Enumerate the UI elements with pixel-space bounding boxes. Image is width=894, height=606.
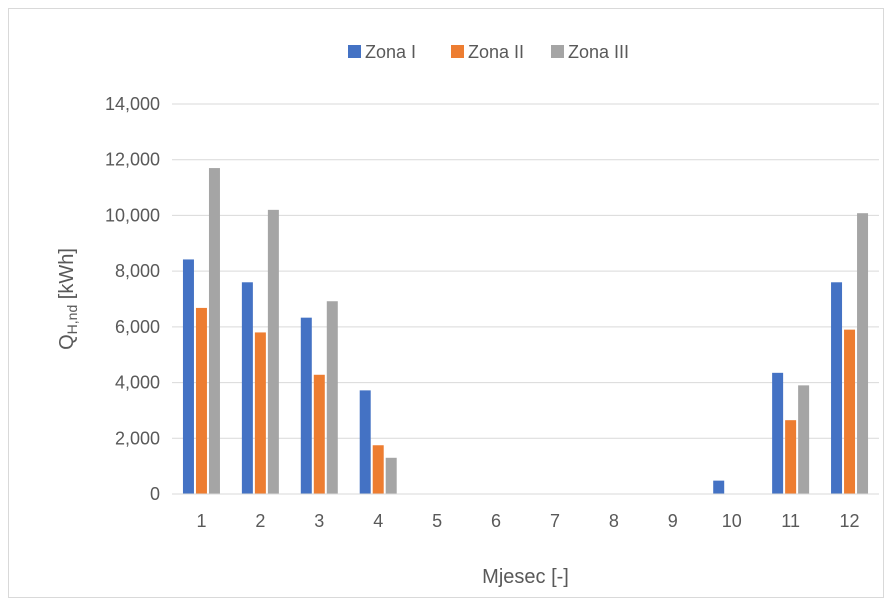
x-tick-label: 3: [314, 511, 324, 531]
gridlines: [172, 103, 879, 439]
legend-swatch: [551, 45, 564, 58]
legend: Zona I Zona II Zona III: [348, 42, 629, 62]
y-tick-label: 10,000: [105, 205, 160, 225]
y-tick-label: 0: [150, 484, 160, 504]
y-tick-label: 12,000: [105, 150, 160, 170]
y-axis-title-subscript: H,nd: [64, 305, 80, 335]
bar: [798, 385, 810, 494]
bar: [313, 374, 325, 494]
x-axis-title: Mjesec [-]: [482, 566, 569, 588]
bar: [195, 307, 207, 494]
y-axis-title-main: Q: [56, 334, 78, 350]
x-tick-label: 8: [609, 511, 619, 531]
x-tick-label: 4: [373, 511, 383, 531]
x-tick-label: 6: [491, 511, 501, 531]
bar: [372, 445, 384, 494]
y-axis-title-unit: [kWh]: [56, 248, 78, 305]
x-tick-label: 10: [722, 511, 742, 531]
legend-swatch: [348, 45, 361, 58]
x-tick-label: 5: [432, 511, 442, 531]
x-tick-label: 9: [668, 511, 678, 531]
bar: [254, 332, 266, 494]
bar: [772, 372, 784, 494]
y-tick-label: 8,000: [115, 261, 160, 281]
y-axis-ticks: 0 2,000 4,000 6,000 8,000 10,000 12,000 14,000: [105, 94, 160, 504]
legend-label: Zona III: [568, 42, 629, 62]
x-axis-ticks: 1 2 3 4 5 6 7 8 9 10 11 12: [196, 511, 859, 531]
legend-label: Zona I: [365, 42, 416, 62]
bar: [359, 390, 371, 494]
bar: [844, 329, 856, 494]
chart-frame: Zona I Zona II Zona III 0 2,000 4,000 6,000 8,…: [8, 8, 884, 598]
y-tick-label: 6,000: [115, 317, 160, 337]
y-tick-label: 14,000: [105, 94, 160, 114]
x-tick-label: 2: [255, 511, 265, 531]
y-tick-label: 4,000: [115, 373, 160, 393]
bar: [182, 259, 194, 494]
bar: [831, 282, 843, 494]
bar-chart: Zona I Zona II Zona III 0 2,000 4,000 6,000 8,…: [56, 42, 879, 588]
bar: [267, 209, 279, 494]
x-tick-label: 11: [781, 511, 800, 531]
y-tick-label: 2,000: [115, 428, 160, 448]
bar: [326, 301, 338, 494]
bar: [300, 317, 312, 494]
bar: [785, 420, 797, 494]
bar: [208, 168, 220, 495]
x-tick-label: 7: [550, 511, 560, 531]
y-axis-title: QH,nd [kWh]: [56, 248, 80, 350]
bar: [713, 480, 725, 494]
x-tick-label: 12: [840, 511, 860, 531]
legend-swatch: [451, 45, 464, 58]
x-tick-label: 1: [196, 511, 206, 531]
bars: [182, 168, 869, 495]
bar: [857, 213, 869, 494]
bar: [385, 457, 397, 494]
legend-label: Zona II: [468, 42, 524, 62]
bar: [241, 282, 253, 494]
